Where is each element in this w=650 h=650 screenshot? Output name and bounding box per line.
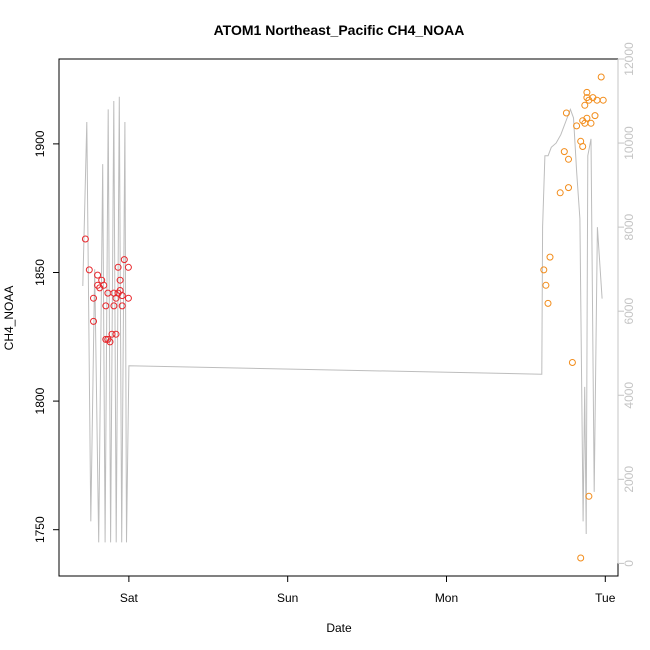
data-point-orange-7 (565, 155, 572, 163)
chart-title: ATOM1 Northeast_Pacific CH4_NOAA (214, 22, 465, 38)
data-point-red-19 (114, 263, 122, 271)
plot-area: Sat Sun Mon Tue 1750 1800 1850 1900 0 2000 4000 600… (33, 42, 636, 605)
y-axis-label: CH4_NOAA (2, 286, 16, 351)
data-point-red-1 (85, 266, 93, 274)
data-point-orange-3 (546, 253, 554, 261)
data-point-orange-22 (587, 119, 595, 127)
x-tick-label-3: Tue (595, 591, 616, 605)
data-point-orange-8 (565, 184, 572, 192)
data-point-red-3 (90, 317, 97, 325)
data-point-red-16 (110, 302, 118, 310)
x-axis-label: Date (326, 621, 352, 635)
y2-tick-label-3: 6000 (622, 298, 636, 325)
data-point-orange-4 (556, 189, 564, 197)
data-point-red-17 (112, 330, 120, 338)
data-point-red-22 (116, 276, 124, 284)
y2-tick-label-4: 8000 (622, 213, 636, 240)
y-tick-label-1: 1800 (33, 387, 47, 414)
data-point-orange-27 (599, 96, 607, 104)
plot-border (58, 58, 619, 577)
data-point-red-14 (108, 330, 116, 338)
data-point-orange-1 (542, 281, 550, 289)
x-tick-label-2: Mon (435, 591, 458, 605)
data-point-red-27 (124, 294, 132, 302)
data-point-orange-26 (597, 73, 605, 81)
data-point-orange-2 (544, 299, 552, 307)
data-point-red-9 (102, 302, 110, 310)
data-point-red-0 (81, 235, 89, 243)
data-point-orange-24 (591, 112, 599, 120)
x-tick-label-1: Sun (277, 591, 298, 605)
altitude-line (82, 96, 603, 543)
data-point-red-26 (124, 263, 132, 271)
data-point-orange-10 (573, 122, 581, 130)
data-point-red-4 (94, 271, 102, 279)
y2-tick-label-0: 0 (622, 560, 636, 567)
data-point-orange-19 (583, 114, 591, 122)
data-point-red-24 (118, 292, 126, 300)
y2-tick-label-5: 10000 (622, 126, 636, 160)
y-tick-label-3: 1900 (33, 130, 47, 157)
data-point-orange-21 (585, 492, 593, 500)
data-point-orange-14 (579, 143, 587, 150)
data-point-orange-12 (577, 554, 585, 562)
y2-tick-label-2: 4000 (622, 382, 636, 409)
data-point-orange-6 (562, 109, 570, 117)
data-point-red-2 (90, 294, 97, 302)
data-point-orange-0 (540, 266, 548, 274)
data-point-red-23 (118, 302, 126, 310)
y2-tick-label-6: 12000 (622, 42, 636, 76)
data-point-red-13 (106, 338, 114, 346)
data-point-red-25 (120, 256, 128, 264)
y-tick-label-0: 1750 (33, 516, 47, 543)
x-tick-label-0: Sat (120, 591, 139, 605)
data-point-red-8 (100, 281, 108, 289)
y-tick-label-2: 1850 (33, 259, 47, 286)
data-point-orange-15 (581, 101, 589, 109)
data-point-orange-5 (560, 148, 568, 156)
y2-tick-label-1: 2000 (622, 466, 636, 493)
data-point-orange-17 (583, 88, 591, 96)
data-point-orange-9 (568, 359, 576, 366)
data-point-red-11 (104, 289, 112, 297)
